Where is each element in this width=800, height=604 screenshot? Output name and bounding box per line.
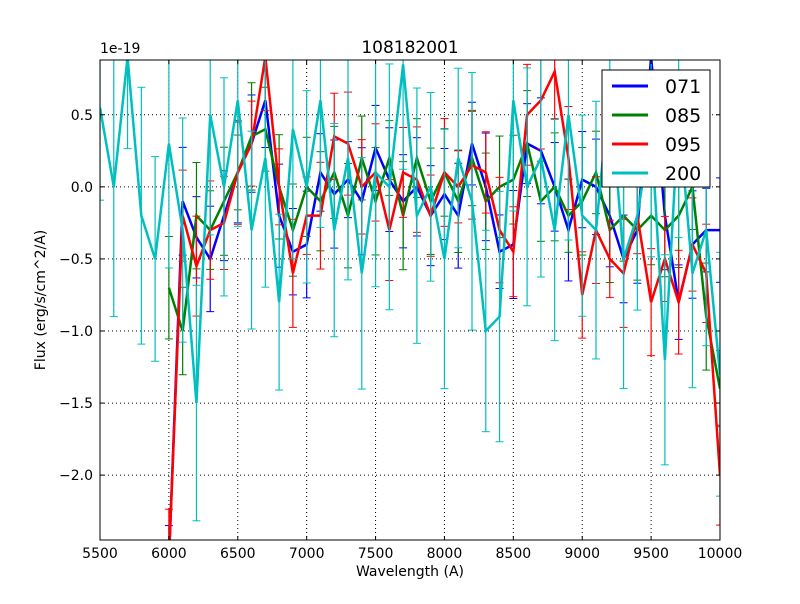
y-offset-label: 1e-19 (100, 41, 140, 57)
x-tick-label: 10000 (698, 546, 743, 562)
plot-frame (99, 59, 721, 541)
x-tick-label: 6500 (220, 546, 256, 562)
x-tick-label: 9000 (564, 546, 600, 562)
x-tick-label: 5500 (82, 546, 118, 562)
x-tick-label: 6000 (151, 546, 187, 562)
y-tick-label: −2.0 (59, 468, 93, 484)
x-tick-label: 7500 (358, 546, 394, 562)
y-axis-label: Flux (erg/s/cm^2/A) (33, 230, 49, 370)
y-tick-label: 0.0 (71, 180, 93, 196)
legend-label: 095 (665, 134, 701, 156)
y-tick-label: −0.5 (59, 252, 93, 268)
legend: 071 085 095 200 (601, 69, 711, 188)
chart-title: 108182001 (361, 38, 458, 58)
y-tick-label: −1.5 (59, 396, 93, 412)
legend-label: 071 (665, 76, 701, 98)
x-tick-label: 8500 (496, 546, 532, 562)
legend-label: 200 (665, 163, 701, 185)
ticks: 5500 6000 6500 7000 7500 8000 8500 9000 9500 1000… (59, 60, 742, 562)
legend-label: 085 (665, 105, 701, 127)
legend-box (601, 69, 711, 188)
x-tick-label: 8000 (427, 546, 463, 562)
y-tick-label: 0.5 (71, 108, 93, 124)
x-axis-label: Wavelength (A) (356, 564, 464, 580)
y-tick-label: −1.0 (59, 324, 93, 340)
x-tick-label: 7000 (289, 546, 325, 562)
x-tick-label: 9500 (633, 546, 669, 562)
